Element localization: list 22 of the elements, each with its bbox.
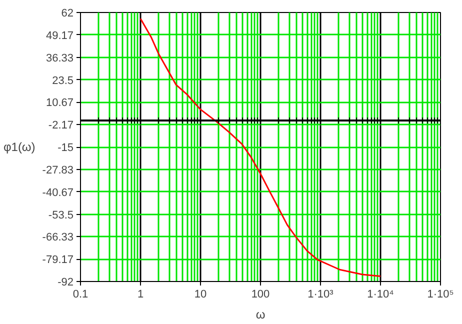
y-tick-label: 49.17: [46, 30, 74, 42]
y-tick-label: -27.83: [42, 164, 74, 176]
x-tick-label: 10: [194, 288, 207, 300]
y-tick-label: -66.33: [42, 232, 74, 244]
y-tick-label: -53.5: [48, 209, 74, 222]
y-tick-label: 36.33: [46, 52, 74, 64]
y-tick-label: -79.17: [42, 254, 74, 266]
y-tick-label: 62: [61, 8, 74, 20]
y-tick-label: 10.67: [46, 97, 74, 110]
y-axis-title: φ1(ω): [3, 140, 36, 154]
x-tick-label: 0.1: [72, 288, 88, 300]
x-tick-label: 1: [137, 288, 144, 300]
x-axis-title: ω: [256, 308, 266, 322]
y-tick-label: -92: [58, 276, 74, 288]
x-tick-label: 100: [251, 288, 270, 300]
y-tick-label: 23.5: [52, 74, 74, 87]
x-tick-label: 1·10⁴: [367, 288, 394, 300]
x-tick-label: 1·10⁵: [427, 288, 454, 300]
y-tick-label: -2.17: [48, 120, 74, 132]
y-tick-label: -40.67: [42, 186, 74, 199]
y-tick-label: -15: [58, 142, 74, 154]
x-tick-label: 1·10³: [308, 288, 334, 300]
